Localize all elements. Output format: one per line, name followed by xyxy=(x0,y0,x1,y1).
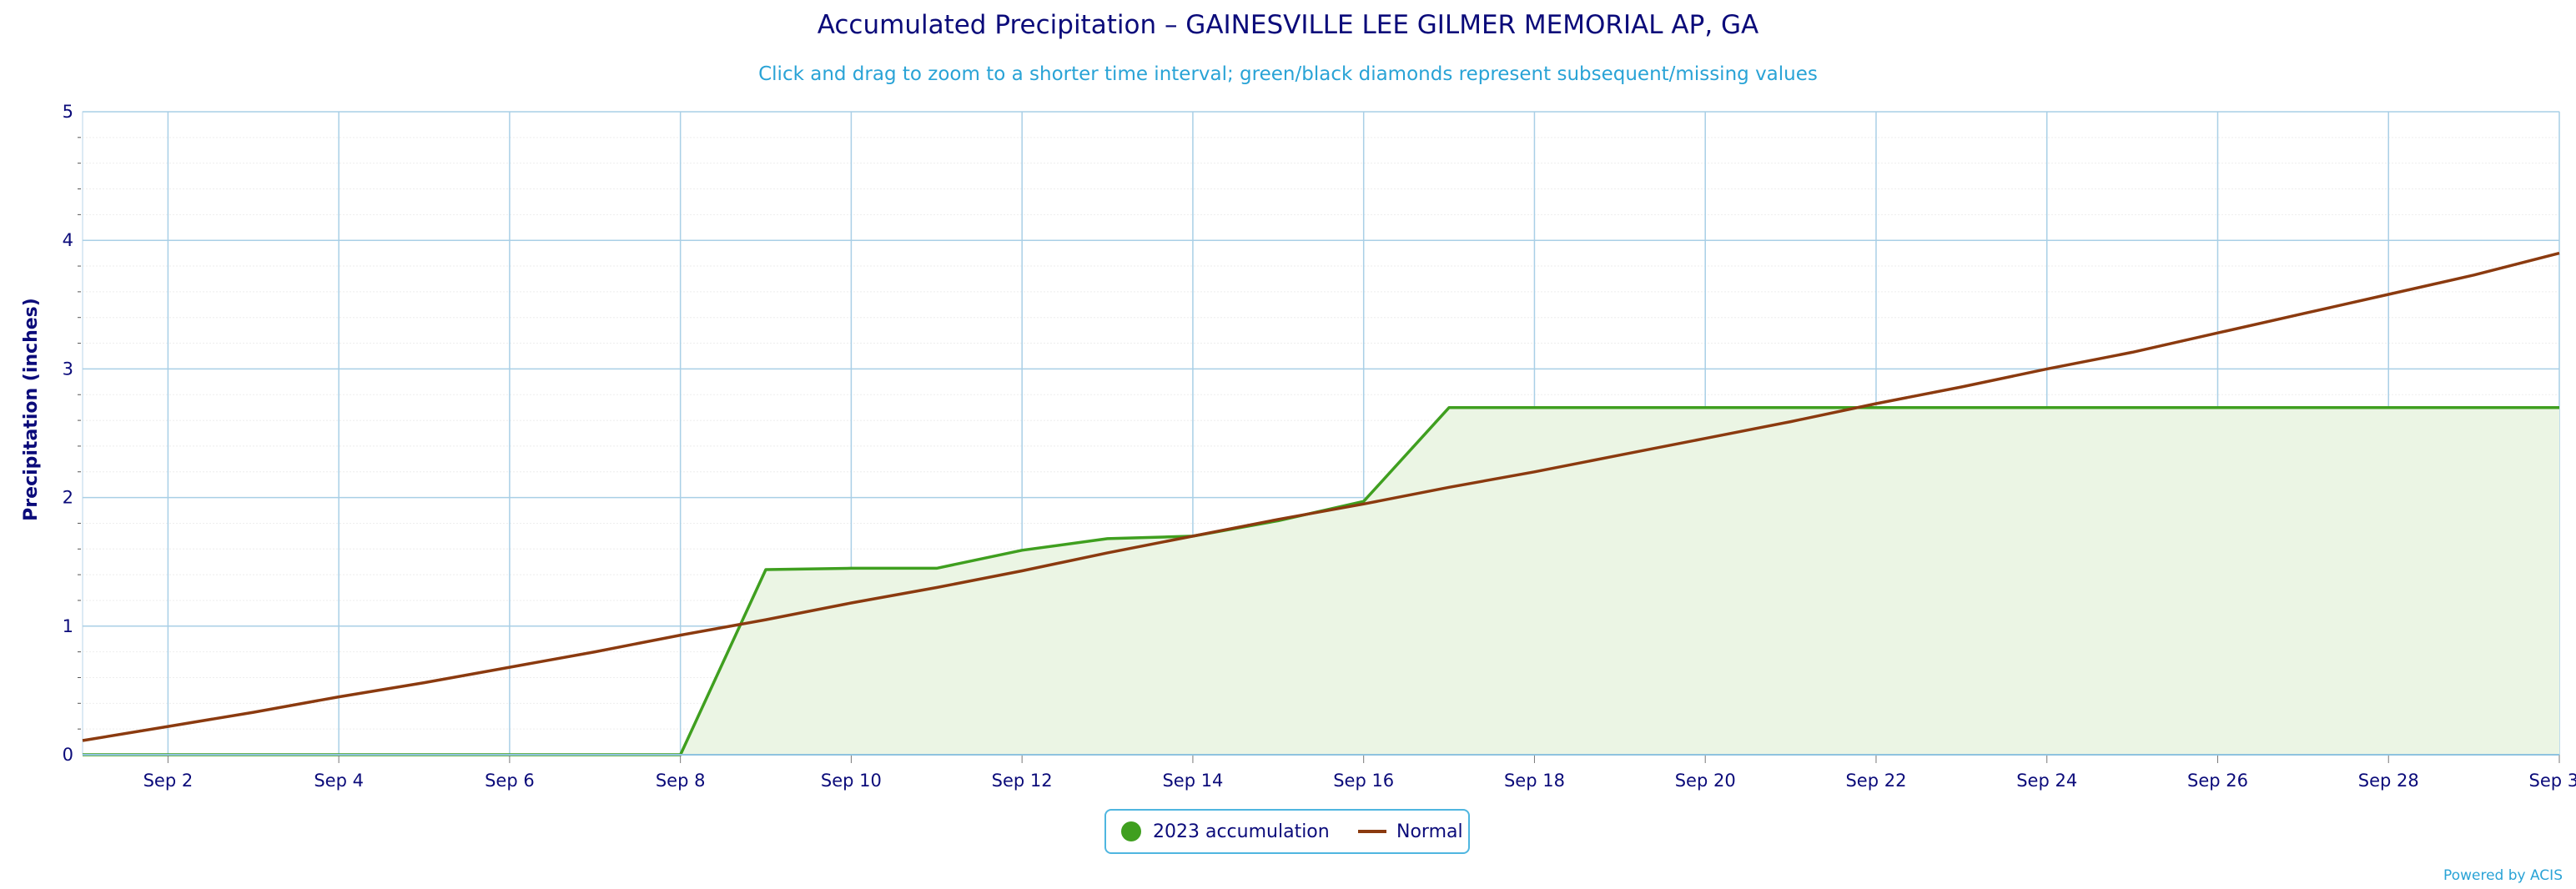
x-tick-label: Sep 18 xyxy=(1504,771,1565,791)
y-axis-title: Precipitation (inches) xyxy=(21,298,42,521)
x-tick-label: Sep 12 xyxy=(992,771,1053,791)
legend-label-normal: Normal xyxy=(1396,821,1463,842)
x-tick-label: Sep 22 xyxy=(1845,771,1906,791)
series-area-2023-accumulation xyxy=(83,407,2559,755)
series-line-normal xyxy=(82,251,2560,742)
x-tick-label: Sep 4 xyxy=(314,771,364,791)
x-tick-label: Sep 20 xyxy=(1675,771,1736,791)
x-tick-label: Sep 16 xyxy=(1333,771,1394,791)
x-tick-label: Sep 6 xyxy=(485,771,535,791)
legend-label-accumulation: 2023 accumulation xyxy=(1153,821,1330,842)
series-layer xyxy=(82,251,2560,756)
x-tick-label: Sep 10 xyxy=(821,771,882,791)
axis-layer: 0 1 2 3 4 5 Sep 2 Sep 4 Sep 6 Sep 8 Sep 10 Sep 12 Se… xyxy=(63,102,2576,791)
legend-item-2023-accumulation[interactable]: 2023 accumulation xyxy=(1121,811,1330,852)
x-tick-label: Sep 30 xyxy=(2529,771,2576,791)
y-tick-label: 4 xyxy=(63,230,73,250)
grid-layer xyxy=(82,111,2560,756)
legend-marker-normal xyxy=(1358,830,1386,833)
y-tick-label: 0 xyxy=(63,745,73,765)
y-tick-label: 3 xyxy=(63,359,73,379)
x-tick-label: Sep 8 xyxy=(656,771,706,791)
y-tick-label: 2 xyxy=(63,488,73,508)
legend: 2023 accumulation Normal xyxy=(1104,809,1470,854)
x-tick-label: Sep 14 xyxy=(1162,771,1223,791)
x-tick-label: Sep 24 xyxy=(2016,771,2077,791)
y-tick-label: 1 xyxy=(63,616,73,636)
chart-subtitle: Click and drag to zoom to a shorter time… xyxy=(758,63,1818,85)
legend-item-normal[interactable]: Normal xyxy=(1358,811,1463,852)
legend-marker-accumulation xyxy=(1121,821,1141,841)
y-tick-label: 5 xyxy=(63,102,73,122)
chart-title: Accumulated Precipitation – GAINESVILLE … xyxy=(817,10,1759,40)
x-tick-label: Sep 2 xyxy=(143,771,194,791)
credit-link[interactable]: Powered by ACIS xyxy=(2443,867,2563,884)
x-tick-label: Sep 28 xyxy=(2358,771,2419,791)
x-tick-label: Sep 26 xyxy=(2187,771,2248,791)
